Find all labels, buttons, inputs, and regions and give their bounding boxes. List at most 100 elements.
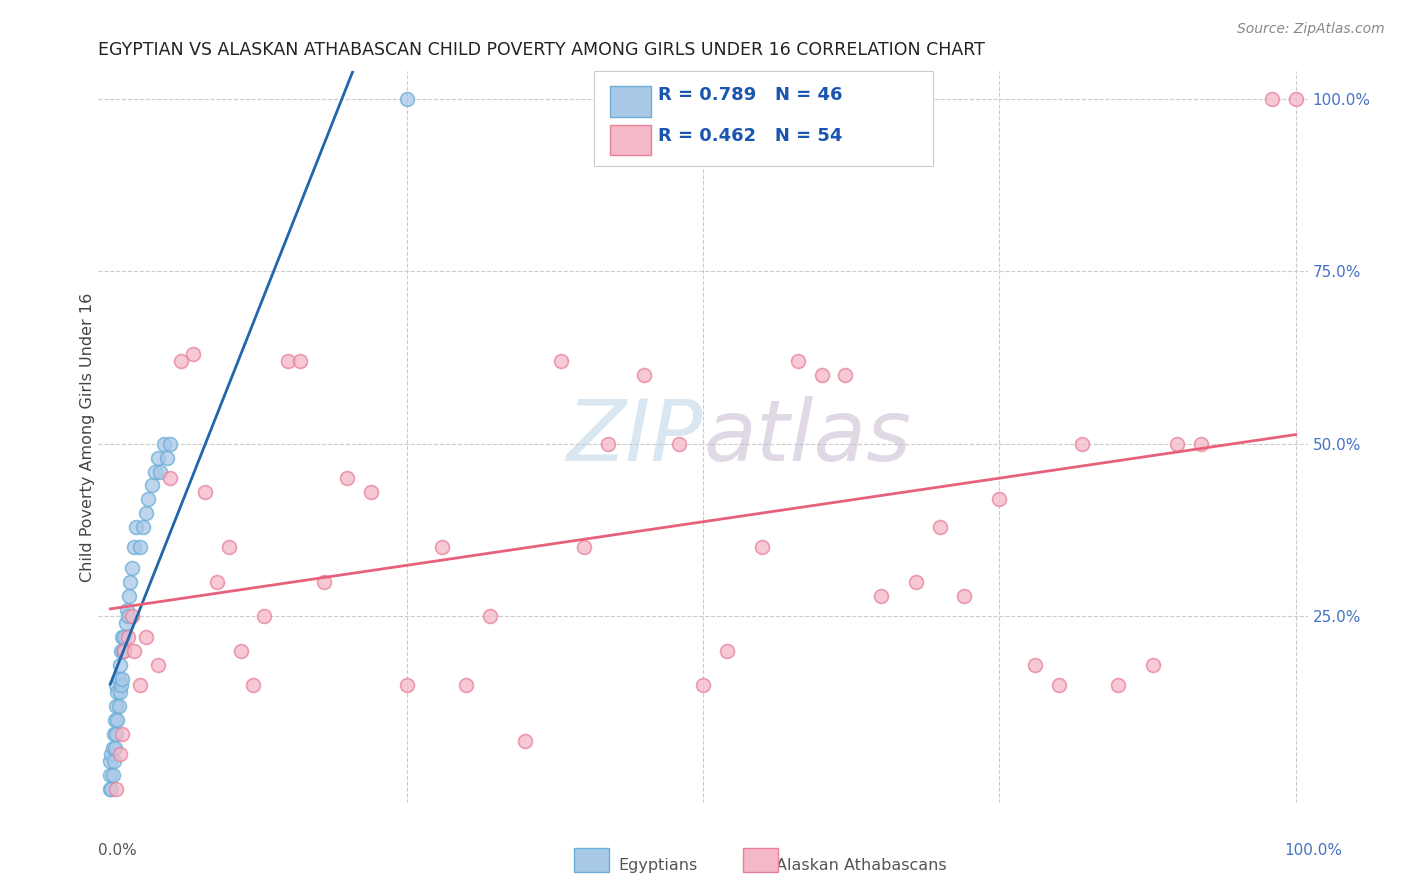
Point (121, 609, 143, 624)
Point (105, 713, 128, 727)
Point (288, 354, 311, 368)
Point (100, 747, 122, 762)
Point (129, 678, 152, 692)
Point (103, 755, 125, 769)
Point (114, 616, 136, 631)
Point (146, 450, 169, 465)
Point (115, 602, 138, 616)
Point (103, 727, 125, 741)
Point (454, 678, 477, 692)
Point (395, 92, 418, 106)
Point (194, 485, 217, 500)
Text: Alaskan Athabascans: Alaskan Athabascans (776, 858, 946, 872)
Point (598, 437, 620, 451)
Y-axis label: Child Poverty Among Girls Under 16: Child Poverty Among Girls Under 16 (80, 293, 94, 582)
Point (98, 768, 121, 782)
Point (111, 727, 134, 741)
FancyBboxPatch shape (595, 71, 932, 167)
Point (550, 354, 572, 368)
Point (107, 672, 129, 686)
Point (312, 574, 335, 589)
Point (122, 644, 145, 658)
Point (574, 541, 596, 555)
Point (143, 465, 166, 479)
Point (156, 450, 179, 465)
Point (432, 541, 454, 555)
Point (108, 685, 131, 699)
Point (810, 368, 832, 382)
Point (952, 589, 974, 603)
Point (1142, 657, 1164, 672)
Point (229, 644, 252, 658)
Point (253, 609, 276, 624)
FancyBboxPatch shape (610, 86, 651, 117)
Point (104, 740, 127, 755)
Point (751, 541, 773, 555)
Point (114, 644, 136, 658)
Point (105, 699, 128, 714)
Point (1189, 437, 1212, 451)
Text: R = 0.789   N = 46: R = 0.789 N = 46 (658, 87, 842, 104)
Point (1047, 678, 1070, 692)
Point (100, 782, 122, 797)
Point (129, 541, 152, 555)
Point (242, 678, 264, 692)
Point (1107, 678, 1129, 692)
Point (692, 678, 714, 692)
Point (108, 657, 131, 672)
FancyBboxPatch shape (610, 125, 651, 155)
Point (104, 713, 127, 727)
Text: ZIP: ZIP (567, 395, 703, 479)
Point (159, 437, 181, 451)
Text: Source: ZipAtlas.com: Source: ZipAtlas.com (1237, 22, 1385, 37)
Point (136, 492, 159, 507)
Point (135, 506, 157, 520)
Point (141, 478, 163, 492)
Point (1261, 92, 1284, 106)
Point (205, 574, 228, 589)
Point (120, 574, 142, 589)
FancyBboxPatch shape (574, 848, 609, 871)
Point (277, 354, 299, 368)
Point (146, 657, 169, 672)
Point (515, 733, 537, 747)
Point (633, 368, 655, 382)
Point (114, 630, 136, 644)
Text: R = 0.462   N = 54: R = 0.462 N = 54 (658, 127, 842, 145)
Point (336, 471, 359, 485)
Point (98, 782, 121, 797)
Point (834, 368, 856, 382)
Point (101, 768, 124, 782)
Point (786, 354, 808, 368)
Text: Egyptians: Egyptians (619, 858, 697, 872)
Point (111, 672, 134, 686)
Point (122, 541, 145, 555)
Point (117, 630, 139, 644)
Point (105, 727, 128, 741)
Point (125, 520, 148, 534)
Point (360, 485, 382, 500)
Text: 100.0%: 100.0% (1285, 843, 1343, 858)
Point (117, 609, 139, 624)
Point (101, 740, 124, 755)
Point (395, 678, 418, 692)
Point (905, 574, 928, 589)
Point (988, 492, 1011, 507)
Point (112, 644, 135, 658)
Point (121, 561, 143, 575)
Point (110, 678, 132, 692)
Point (478, 609, 501, 624)
Point (668, 437, 690, 451)
Point (111, 630, 134, 644)
Point (1285, 92, 1308, 106)
Point (1166, 437, 1188, 451)
Point (149, 465, 172, 479)
Point (152, 437, 174, 451)
Point (108, 747, 131, 762)
Point (181, 347, 204, 361)
FancyBboxPatch shape (742, 848, 778, 871)
Point (98, 755, 121, 769)
Point (110, 644, 132, 658)
Text: atlas: atlas (703, 395, 911, 479)
Point (132, 520, 155, 534)
